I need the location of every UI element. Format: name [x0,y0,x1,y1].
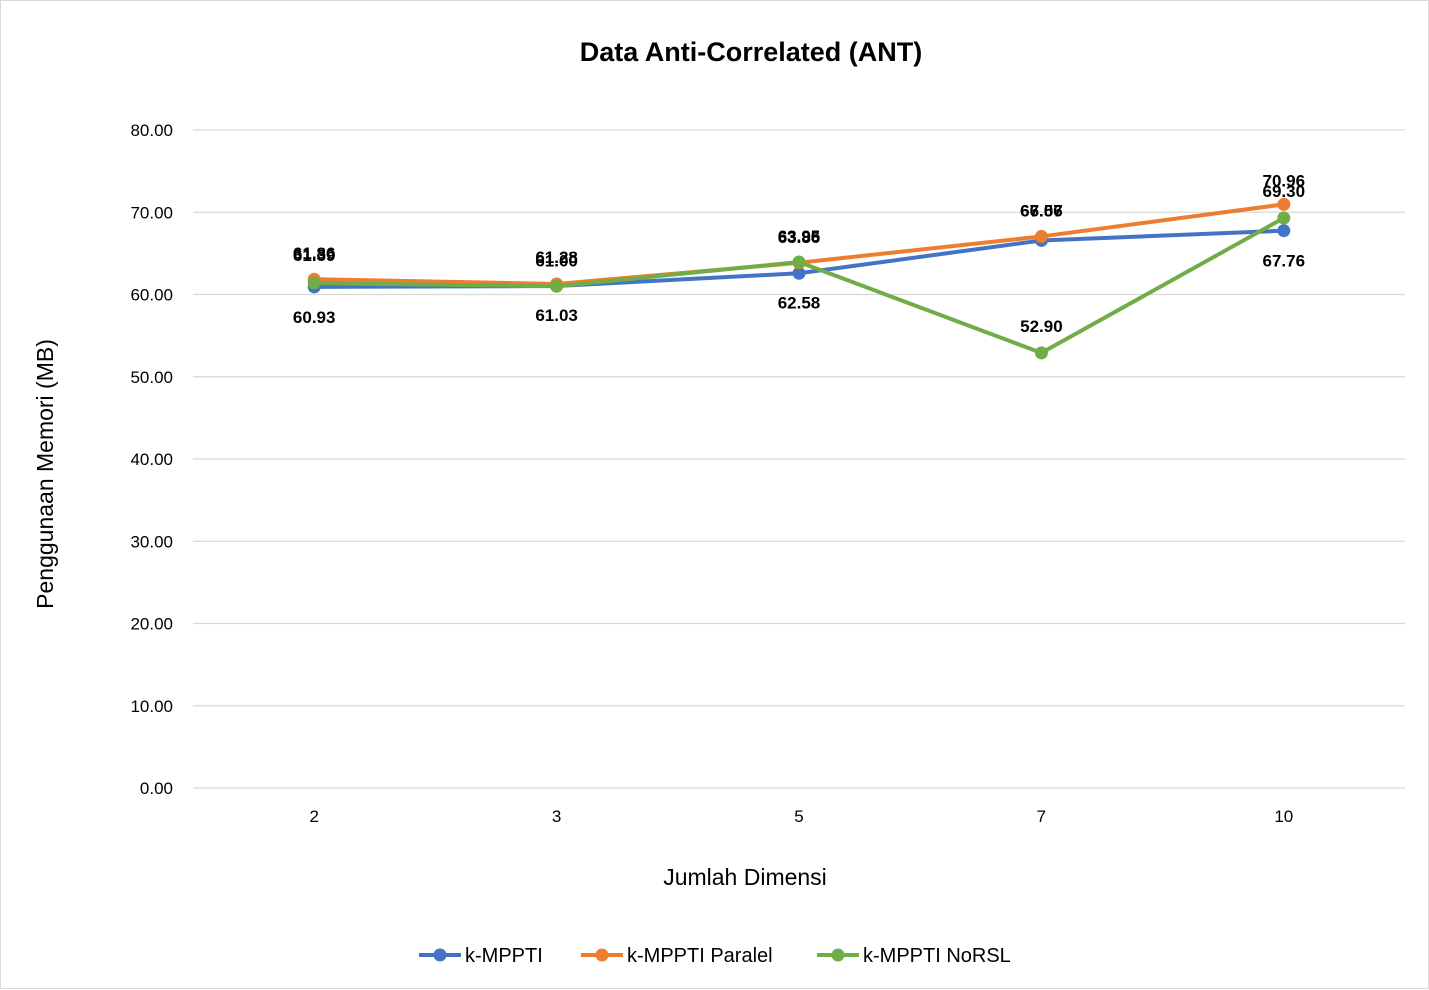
data-point [307,276,321,290]
data-label: 63.86 [778,228,821,247]
x-tick-label: 5 [794,807,803,826]
data-point [1034,346,1048,360]
legend-swatch-marker [433,948,447,962]
data-point [550,279,564,293]
y-tick-label: 50.00 [130,368,173,387]
y-tick-label: 60.00 [130,286,173,305]
y-tick-label: 80.00 [130,121,173,140]
legend-label: k-MPPTI Paralel [627,945,773,967]
x-tick-label: 7 [1037,807,1046,826]
data-point [1277,197,1291,211]
legend-label: k-MPPTI NoRSL [863,945,1011,967]
y-axis-title: Penggunaan Memori (MB) [32,339,58,609]
data-label: 61.39 [293,246,336,265]
x-tick-label: 3 [552,807,561,826]
y-tick-label: 10.00 [130,697,173,716]
data-labels: 60.93 61.03 62.58 66.57 67.76 61.86 61.28 63.86… [293,171,1305,336]
y-tick-label: 40.00 [130,450,173,469]
data-label: 61.86 [293,244,336,263]
y-tick-label: 70.00 [130,203,173,222]
data-label: 63.95 [778,227,821,246]
chart-title: Data Anti-Correlated (ANT) [580,37,923,67]
series-lines [307,197,1291,360]
data-label: 69.30 [1263,182,1306,201]
y-tick-label: 30.00 [130,532,173,551]
data-label: 62.58 [778,293,821,312]
data-label: 61.28 [535,248,578,267]
legend-swatch-marker [831,948,845,962]
x-tick-label: 2 [309,807,318,826]
data-label: 67.06 [1020,201,1063,220]
x-axis-title: Jumlah Dimensi [663,864,827,890]
data-point [1277,224,1291,238]
legend-label: k-MPPTI [465,945,543,967]
y-axis-ticks: 0.00 10.00 20.00 30.00 40.00 50.00 60.00 70.00 8… [130,121,173,798]
data-label: 70.96 [1263,171,1306,190]
data-point [792,266,806,280]
y-tick-label: 0.00 [140,779,173,798]
legend: k-MPPTI k-MPPTI Paralel k-MPPTI NoRSL [419,945,1011,967]
x-axis-ticks: 2 3 5 7 10 [309,807,1293,826]
data-label: 61.00 [535,251,578,270]
data-label: 67.76 [1263,252,1306,271]
y-tick-label: 20.00 [130,615,173,634]
data-point [792,255,806,269]
data-label: 66.57 [1020,201,1063,220]
gridlines [193,129,1405,789]
x-tick-label: 10 [1274,807,1293,826]
data-point [1034,229,1048,243]
data-label: 52.90 [1020,317,1063,336]
data-label: 61.03 [535,306,578,325]
data-label: 60.93 [293,308,336,327]
legend-swatch-marker [595,948,609,962]
data-point [1277,211,1291,225]
